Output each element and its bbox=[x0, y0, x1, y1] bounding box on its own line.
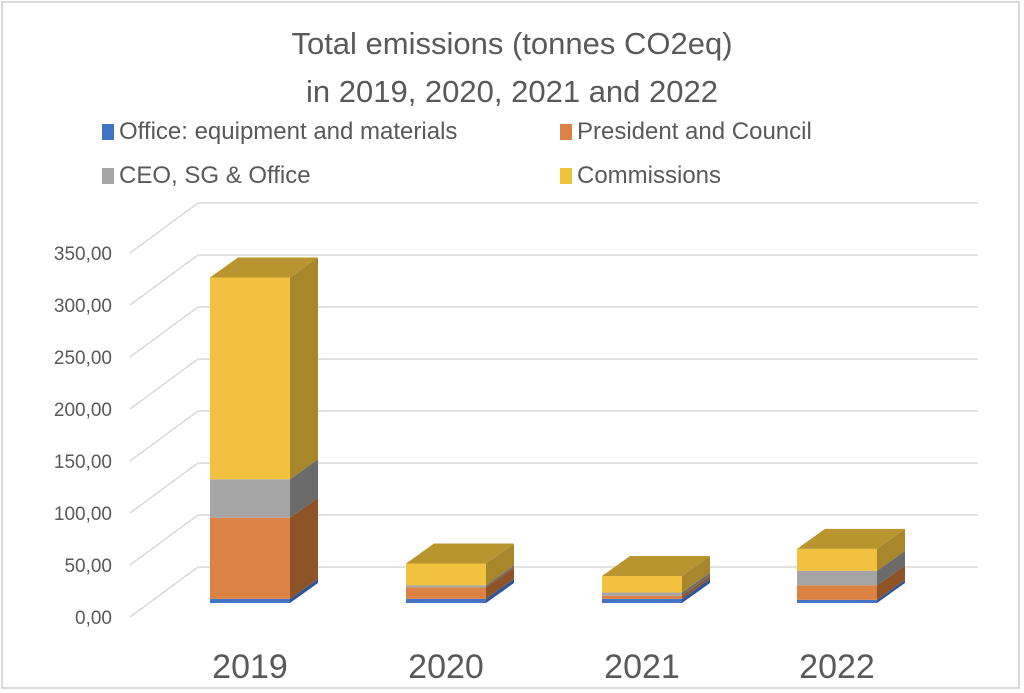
bar-segment-front bbox=[602, 575, 682, 593]
y-tick-label: 300,00 bbox=[54, 296, 112, 317]
bar-segment-side bbox=[290, 459, 318, 518]
gridline-diagonal bbox=[129, 358, 199, 410]
bar-segment-front bbox=[406, 598, 486, 603]
y-tick-label: 200,00 bbox=[54, 400, 112, 421]
legend-item-ceo[interactable]: CEO, SG & Office bbox=[102, 161, 311, 191]
bar-top bbox=[602, 555, 710, 576]
legend-label-commissions: Commissions bbox=[577, 162, 722, 189]
bar-segment-side bbox=[486, 565, 514, 588]
bar-segment-side bbox=[486, 578, 514, 603]
bar-segment-side bbox=[682, 578, 710, 603]
bar-segment-side bbox=[877, 528, 905, 571]
y-tick-label: 250,00 bbox=[54, 348, 112, 369]
bar-top bbox=[210, 257, 318, 278]
bar-segment-front bbox=[210, 479, 290, 518]
bar-segment-front bbox=[602, 598, 682, 603]
gridline-diagonal bbox=[129, 254, 199, 306]
bar-segment-side bbox=[682, 555, 710, 593]
gridline-diagonal bbox=[129, 462, 199, 514]
legend-label-ceo: CEO, SG & Office bbox=[119, 162, 311, 189]
bar-segment-front bbox=[797, 548, 877, 571]
x-tick-label: 2020 bbox=[408, 648, 484, 686]
legend-item-office[interactable]: Office: equipment and materials bbox=[102, 117, 457, 147]
y-tick-label: 350,00 bbox=[54, 244, 112, 265]
legend-swatch-ceo bbox=[102, 168, 114, 184]
bar-segment-side bbox=[290, 257, 318, 480]
x-tick-label: 2021 bbox=[604, 648, 680, 686]
y-tick-label: 50,00 bbox=[64, 556, 112, 577]
gridline-diagonal bbox=[129, 306, 199, 358]
bar-top bbox=[406, 543, 514, 564]
chart-title-line-1: Total emissions (tonnes CO2eq) bbox=[291, 26, 733, 61]
bar-segment-front bbox=[602, 592, 682, 596]
gridline-diagonal bbox=[129, 202, 199, 254]
chart-title-line-2: in 2019, 2020, 2021 and 2022 bbox=[306, 74, 718, 109]
bar-segment-side bbox=[877, 565, 905, 600]
x-tick-label: 2019 bbox=[212, 648, 288, 686]
gridline-diagonal bbox=[129, 514, 199, 566]
bar-segment-front bbox=[406, 585, 486, 588]
y-tick-label: 150,00 bbox=[54, 452, 112, 473]
bar-segment-side bbox=[486, 567, 514, 599]
bar-segment-front bbox=[602, 595, 682, 599]
bar-segment-side bbox=[290, 497, 318, 599]
legend-label-office: Office: equipment and materials bbox=[119, 118, 458, 145]
gridline-diagonal bbox=[129, 566, 199, 618]
legend-label-president: President and Council bbox=[577, 118, 812, 145]
x-tick-label: 2022 bbox=[799, 648, 875, 686]
bar-segment-side bbox=[290, 578, 318, 603]
legend-item-president[interactable]: President and Council bbox=[560, 117, 812, 147]
legend-item-commissions[interactable]: Commissions bbox=[560, 161, 721, 191]
y-tick-label: 100,00 bbox=[54, 504, 112, 525]
legend-swatch-president bbox=[560, 124, 572, 140]
bar-segment-front bbox=[210, 517, 290, 599]
bar-segment-front bbox=[210, 277, 290, 480]
y-tick-label: 0,00 bbox=[75, 608, 112, 629]
bar-segment-front bbox=[406, 563, 486, 586]
bar-segment-front bbox=[797, 570, 877, 586]
bar-segment-side bbox=[877, 579, 905, 603]
bar-top bbox=[797, 528, 905, 549]
bar-segment-side bbox=[682, 575, 710, 599]
legend-swatch-commissions bbox=[560, 168, 572, 184]
bar-segment-front bbox=[210, 598, 290, 603]
bar-segment-side bbox=[877, 550, 905, 586]
gridline-diagonal bbox=[129, 410, 199, 462]
legend-swatch-office bbox=[102, 124, 114, 140]
bar-segment-front bbox=[797, 599, 877, 603]
bar-segment-side bbox=[486, 543, 514, 586]
bar-segment-front bbox=[797, 585, 877, 600]
bar-segment-front bbox=[406, 587, 486, 599]
bar-segment-side bbox=[682, 572, 710, 596]
